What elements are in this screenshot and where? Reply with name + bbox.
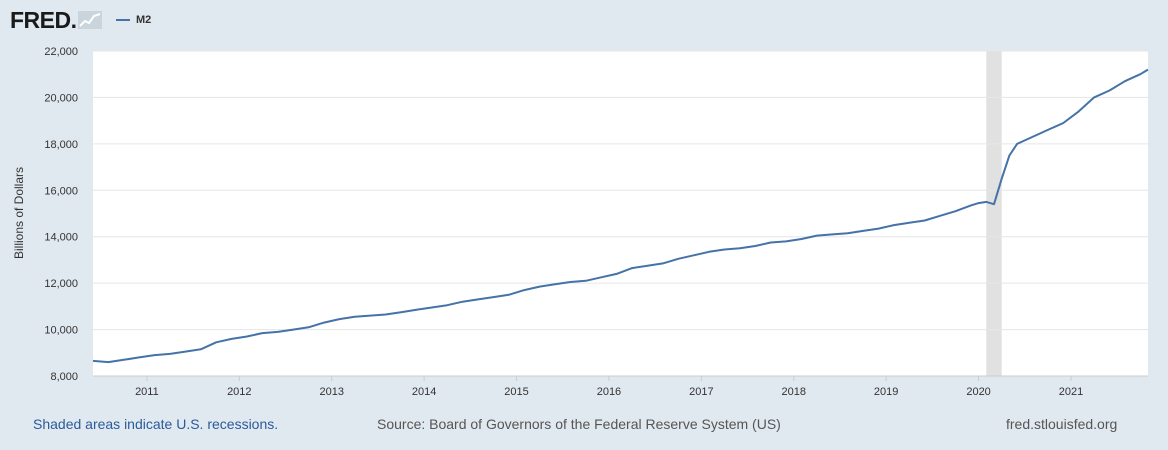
plot-area [93, 51, 1148, 376]
y-axis-ticks: 8,000 10,000 12,000 14,000 16,000 18,000 20,00… [44, 46, 78, 383]
recession-shading-layer [986, 51, 1002, 376]
y-tick-label: 14,000 [44, 232, 78, 244]
x-tick-label: 2021 [1059, 386, 1083, 398]
chart: 8,000 10,000 12,000 14,000 16,000 18,000 20,00… [12, 46, 1149, 398]
y-tick-label: 18,000 [44, 139, 78, 151]
x-tick-label: 2012 [227, 386, 251, 398]
x-tick-label: 2011 [135, 386, 159, 398]
y-tick-label: 16,000 [44, 185, 78, 197]
series-line-m2 [92, 68, 1149, 364]
x-tick-label: 2017 [689, 386, 713, 398]
recession-note-link[interactable]: Shaded areas indicate U.S. recessions. [33, 416, 279, 432]
legend[interactable]: M2 [116, 14, 151, 26]
x-tick-label: 2015 [504, 386, 528, 398]
legend-label-m2: M2 [136, 14, 152, 26]
fred-logo-graph-icon [78, 11, 103, 29]
source-text: Source: Board of Governors of the Federa… [377, 416, 781, 432]
fred-logo[interactable]: FRED [10, 6, 71, 33]
series-layer [92, 68, 1149, 364]
legend-swatch [116, 19, 131, 21]
y-tick-label: 10,000 [44, 325, 78, 337]
y-tick-label: 20,000 [44, 92, 78, 104]
y-tick-label: 22,000 [44, 46, 78, 58]
recession-band-0 [986, 51, 1002, 376]
y-tick-label: 8,000 [50, 371, 78, 383]
x-axis-ticks: 2011 2012 2013 2014 2015 2016 2017 2018 2019 2020… [93, 375, 1148, 398]
y-tick-label: 12,000 [44, 278, 78, 290]
y-axis-title: Billions of Dollars [12, 167, 26, 259]
x-tick-label: 2018 [782, 386, 806, 398]
x-tick-label: 2016 [597, 386, 621, 398]
header: FRED . M2 [10, 6, 151, 34]
site-link[interactable]: fred.stlouisfed.org [1006, 416, 1118, 432]
x-tick-label: 2019 [874, 386, 898, 398]
x-tick-label: 2014 [412, 386, 436, 398]
fred-logo-dot: . [70, 6, 78, 33]
x-tick-label: 2020 [966, 386, 990, 398]
x-tick-label: 2013 [319, 386, 343, 398]
